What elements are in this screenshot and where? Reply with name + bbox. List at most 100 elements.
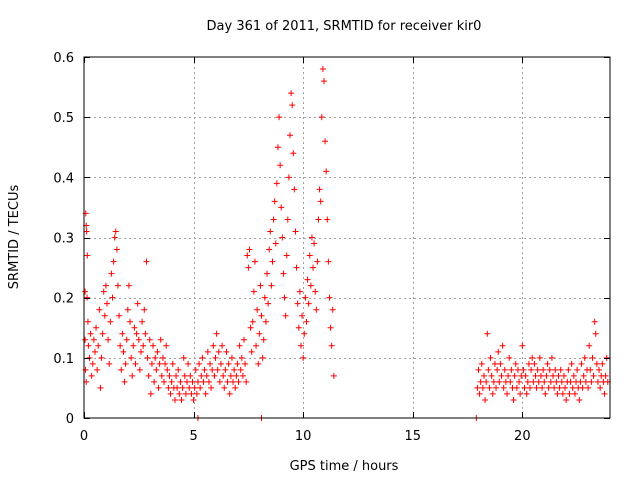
data-point <box>498 372 505 379</box>
data-point <box>96 306 103 313</box>
data-point <box>236 342 243 349</box>
data-point <box>117 342 124 349</box>
data-point <box>141 306 148 313</box>
data-point <box>137 348 144 355</box>
data-point <box>101 312 108 319</box>
data-point <box>83 228 90 235</box>
data-point <box>194 378 201 385</box>
data-point <box>107 318 114 325</box>
data-point <box>232 384 239 391</box>
data-point <box>485 366 492 373</box>
data-point <box>84 318 91 325</box>
data-point <box>242 360 249 367</box>
data-point <box>151 378 158 385</box>
data-point <box>171 396 178 403</box>
y-tick-label: 0.5 <box>53 111 74 126</box>
data-point <box>531 360 538 367</box>
data-points <box>82 66 611 421</box>
data-point <box>256 330 263 337</box>
data-point <box>519 342 526 349</box>
data-point <box>216 378 223 385</box>
data-point <box>303 318 310 325</box>
data-point <box>159 354 166 361</box>
data-point <box>162 360 169 367</box>
data-point <box>535 378 542 385</box>
data-point <box>239 372 246 379</box>
data-point <box>552 366 559 373</box>
data-point <box>90 336 97 343</box>
data-point <box>254 306 261 313</box>
data-point <box>550 372 557 379</box>
data-point <box>108 270 115 277</box>
data-point <box>578 360 585 367</box>
data-point <box>185 360 192 367</box>
data-point <box>113 246 120 253</box>
data-point <box>477 378 484 385</box>
data-point <box>131 324 138 331</box>
data-point <box>166 372 173 379</box>
data-point <box>230 378 237 385</box>
data-point <box>576 396 583 403</box>
data-point <box>259 354 266 361</box>
data-point <box>202 390 209 397</box>
data-point <box>139 318 146 325</box>
data-point <box>207 360 214 367</box>
data-point <box>129 372 136 379</box>
data-point <box>528 366 535 373</box>
data-point <box>280 270 287 277</box>
data-point <box>244 252 251 259</box>
data-point <box>529 354 536 361</box>
data-point <box>532 372 539 379</box>
data-point <box>88 372 95 379</box>
data-point <box>508 366 515 373</box>
x-tick-label: 20 <box>514 429 531 444</box>
data-point <box>164 366 171 373</box>
data-point <box>208 384 215 391</box>
data-point <box>127 318 134 325</box>
data-point <box>553 378 560 385</box>
data-point <box>310 264 317 271</box>
data-point <box>521 384 528 391</box>
data-point <box>296 288 303 295</box>
data-point <box>262 318 269 325</box>
data-point <box>516 378 523 385</box>
data-point <box>102 282 109 289</box>
data-point <box>132 360 139 367</box>
data-point <box>258 312 265 319</box>
data-point <box>290 150 297 157</box>
data-point <box>318 114 325 121</box>
data-point <box>292 228 299 235</box>
data-point <box>100 288 107 295</box>
data-point <box>136 366 143 373</box>
data-point <box>506 354 513 361</box>
data-point <box>250 288 257 295</box>
data-point <box>247 324 254 331</box>
data-point <box>210 342 217 349</box>
data-point <box>283 252 290 259</box>
data-point <box>220 372 227 379</box>
data-point <box>224 378 231 385</box>
data-point <box>282 312 289 319</box>
data-point <box>545 384 552 391</box>
data-point <box>82 336 89 343</box>
data-point <box>517 390 524 397</box>
data-point <box>233 372 240 379</box>
data-point <box>542 390 549 397</box>
data-point <box>253 342 260 349</box>
data-point <box>231 366 238 373</box>
data-point <box>480 372 487 379</box>
data-point <box>541 378 548 385</box>
data-point <box>184 378 191 385</box>
data-point <box>289 102 296 109</box>
data-point <box>271 198 278 205</box>
data-point <box>489 390 496 397</box>
data-point <box>154 348 161 355</box>
data-point <box>93 324 100 331</box>
data-point <box>227 372 234 379</box>
data-point <box>590 372 597 379</box>
data-point <box>580 372 587 379</box>
data-point <box>89 360 96 367</box>
y-tick-label: 0.6 <box>53 51 74 66</box>
data-point <box>99 330 106 337</box>
data-point <box>119 330 126 337</box>
